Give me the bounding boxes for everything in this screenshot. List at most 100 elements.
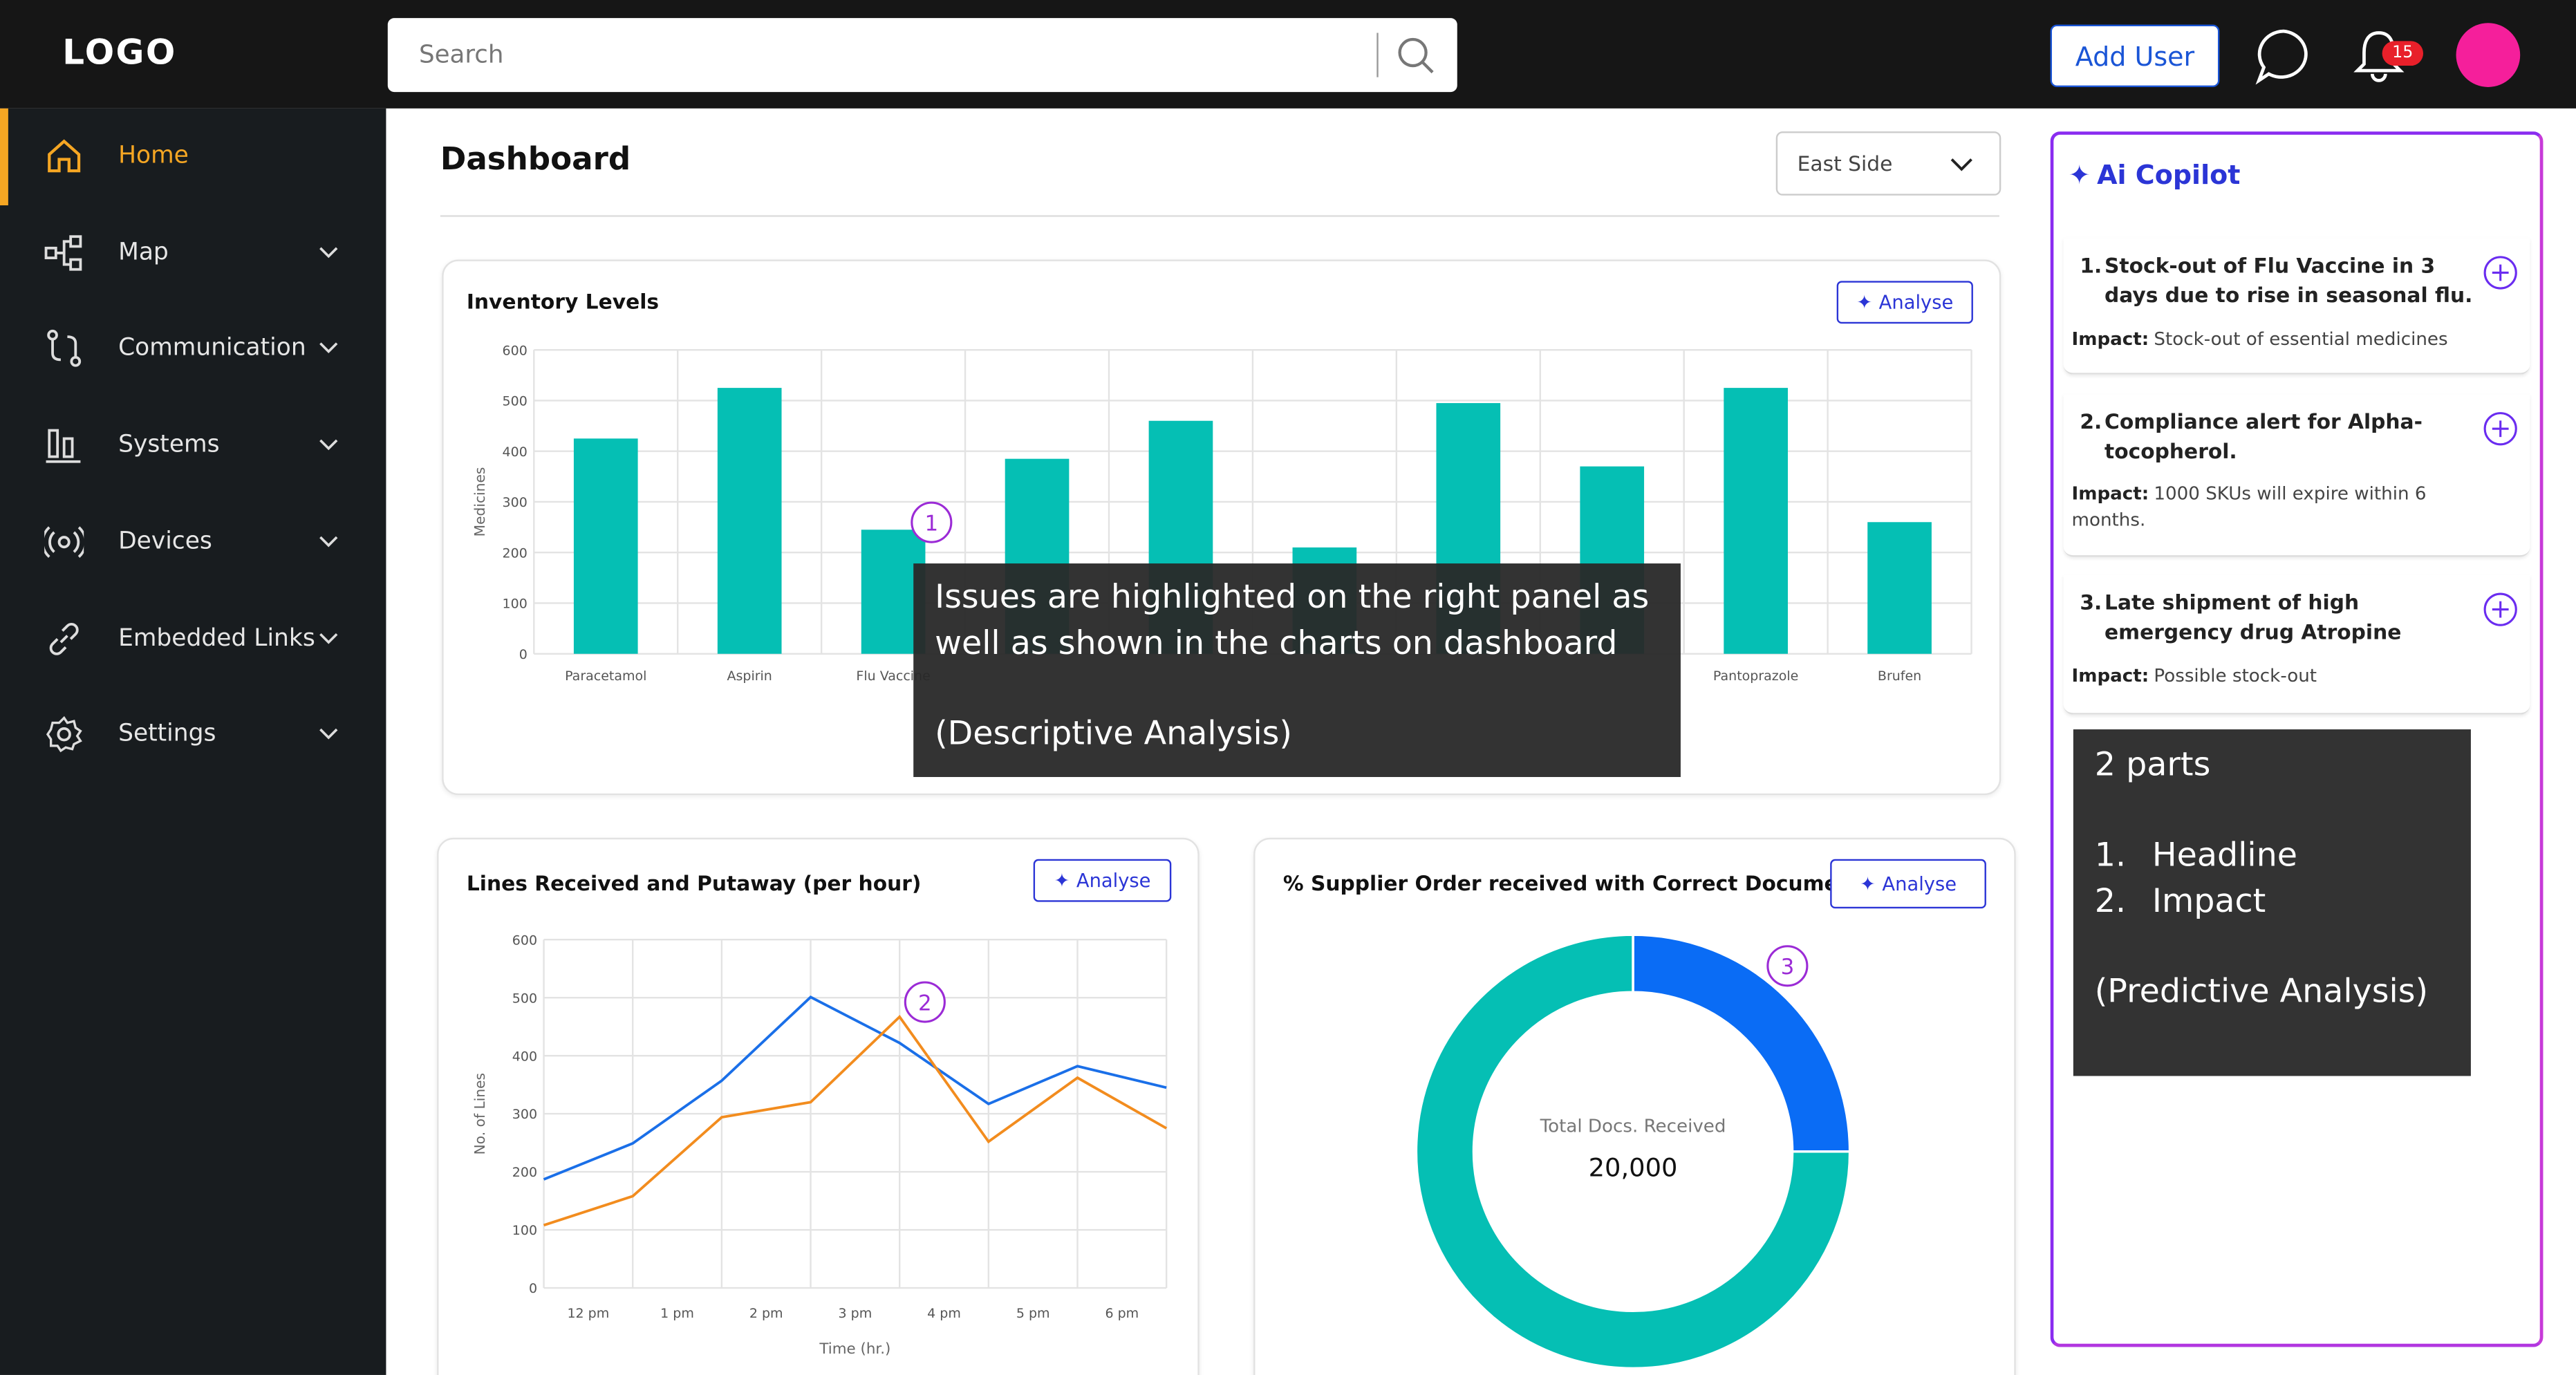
search-placeholder: Search: [418, 39, 504, 69]
chevron: [319, 536, 338, 547]
nav-item[interactable]: Home: [0, 109, 386, 204]
insight-impact: Impact: Stock-out of essential medicines: [2071, 327, 2465, 353]
chevron: [319, 246, 338, 258]
button-label: Analyse: [1878, 290, 1954, 314]
y-tick-label: 100: [512, 1223, 537, 1238]
nav-item[interactable]: Embedded Links: [0, 590, 386, 686]
bar: [1724, 388, 1788, 654]
nav-item[interactable]: Settings: [0, 687, 386, 783]
note-line: well as shown in the charts on dashboard: [935, 622, 1618, 662]
supplier-card: [1253, 837, 2016, 1375]
nav-label: Devices: [118, 528, 212, 555]
note-line: 2 parts: [2094, 744, 2211, 784]
add-user-button[interactable]: Add User: [2050, 24, 2220, 87]
nav-icon: [44, 525, 84, 558]
note-descriptive: Issues are highlighted on the right pane…: [913, 563, 1681, 777]
donut-segment: [1415, 933, 1851, 1370]
y-tick-label: 500: [512, 991, 537, 1006]
impact-label: Impact:: [2071, 665, 2149, 687]
x-tick-label: 6 pm: [1105, 1306, 1139, 1321]
filter-dropdown[interactable]: East Side: [1775, 131, 2001, 196]
analyse-button[interactable]: ✦ Analyse: [1836, 281, 1973, 324]
add-insight[interactable]: [2483, 591, 2519, 627]
x-tick-label: 4 pm: [927, 1306, 961, 1321]
card-title: Inventory Levels: [466, 289, 660, 314]
nav-item[interactable]: Devices: [0, 494, 386, 590]
dropdown-arrow: [1950, 158, 1972, 171]
y-tick-label: 600: [512, 933, 537, 948]
note-line: 2.: [2094, 880, 2127, 920]
insight-number: 3.: [2080, 590, 2102, 615]
button-label: Analyse: [1076, 869, 1151, 892]
nav-icon: [47, 330, 82, 368]
x-tick-label: 1 pm: [660, 1306, 694, 1321]
bar: [573, 438, 638, 654]
insight-text: Compliance alert for Alpha-tocopherol.: [2104, 409, 2423, 464]
x-tick-label: Aspirin: [727, 668, 772, 684]
nav-icon: [46, 429, 81, 463]
analyse-button[interactable]: ✦ Analyse: [1830, 859, 1986, 909]
nav-label: Home: [118, 142, 189, 169]
nav-icon: [44, 234, 82, 270]
insight-text: Stock-out of Flu Vaccine in 3 days due t…: [2104, 252, 2473, 308]
spark: ✦: [1054, 869, 1070, 892]
insight-headline: 3. Late shipment of high emergency drug A…: [2080, 588, 2474, 648]
y-tick-label: 0: [519, 647, 528, 662]
divider: [1376, 32, 1379, 77]
y-tick-label: 600: [503, 343, 528, 358]
spark: ✦: [1860, 872, 1876, 896]
insight-headline: 2. Compliance alert for Alpha-tocopherol.: [2080, 407, 2474, 467]
sidebar: Home Map Communication Systems Devices Embedd…: [0, 108, 386, 1375]
y-tick-label: 500: [503, 394, 528, 409]
search-box[interactable]: Search: [387, 18, 1457, 93]
insight-text: Late shipment of high emergency drug Atr…: [2104, 590, 2402, 644]
nav-item[interactable]: Systems: [0, 397, 386, 493]
x-axis-label: Time (hr.): [819, 1340, 890, 1358]
y-tick-label: 400: [503, 445, 528, 460]
x-tick-label: Pantoprazole: [1713, 668, 1798, 684]
nav-item[interactable]: Map: [0, 205, 386, 300]
insight-card: 3. Late shipment of high emergency drug A…: [2063, 575, 2530, 715]
card-title: Lines Received and Putaway (per hour): [466, 870, 922, 896]
avatar[interactable]: [2456, 23, 2521, 87]
add-insight[interactable]: [2483, 254, 2519, 290]
chevron: [319, 343, 338, 354]
nav-label: Settings: [118, 721, 216, 748]
impact-text: Stock-out of essential medicines: [2154, 328, 2448, 350]
search-icon[interactable]: [1397, 36, 1436, 75]
divider: [440, 215, 1999, 217]
logo[interactable]: LOGO: [62, 32, 177, 73]
impact-label: Impact:: [2071, 483, 2149, 505]
nav-item[interactable]: Communication: [0, 301, 386, 397]
bar: [1867, 522, 1932, 654]
add-insight[interactable]: [2483, 411, 2519, 447]
center-label: Total Docs. Received: [1540, 1116, 1726, 1137]
insight-impact: Impact: 1000 SKUs will expire within 6 mo…: [2071, 481, 2465, 534]
impact-text: 1000 SKUs will expire within 6 months.: [2071, 483, 2427, 531]
nav-label: Communication: [118, 335, 306, 362]
copilot-title: ✦ Ai Copilot: [2069, 159, 2241, 190]
y-tick-label: 300: [503, 495, 528, 510]
copilot-panel: [2050, 131, 2544, 1347]
chat-icon[interactable]: [2254, 26, 2313, 86]
y-axis-label: No. of Lines: [472, 1073, 488, 1154]
insight-impact: Impact: Possible stock-out: [2071, 664, 2465, 690]
note-line: 1.: [2094, 834, 2127, 874]
y-tick-label: 100: [503, 597, 528, 612]
note-predictive: 2 parts 1. Headline 2. Impact (Predictiv…: [2073, 729, 2471, 1076]
top-bar: LOGO Search Add User 15: [0, 0, 2576, 109]
bell-icon[interactable]: [2353, 26, 2405, 82]
center-value: 20,000: [1589, 1152, 1678, 1182]
note-line: (Descriptive Analysis): [935, 713, 1292, 753]
chevron: [319, 439, 338, 451]
nav-label: Embedded Links: [118, 625, 315, 652]
line-series: [543, 1015, 1168, 1227]
x-tick-label: 5 pm: [1016, 1306, 1050, 1321]
analyse-button[interactable]: ✦ Analyse: [1033, 859, 1172, 902]
x-tick-label: Flu Vaccine: [856, 668, 930, 684]
note-line: Impact: [2152, 880, 2266, 920]
impact-label: Impact:: [2071, 328, 2149, 350]
copilot-title-text: Ai Copilot: [2097, 159, 2241, 191]
impact-text: Possible stock-out: [2154, 665, 2317, 687]
x-tick-label: 3 pm: [839, 1306, 872, 1321]
